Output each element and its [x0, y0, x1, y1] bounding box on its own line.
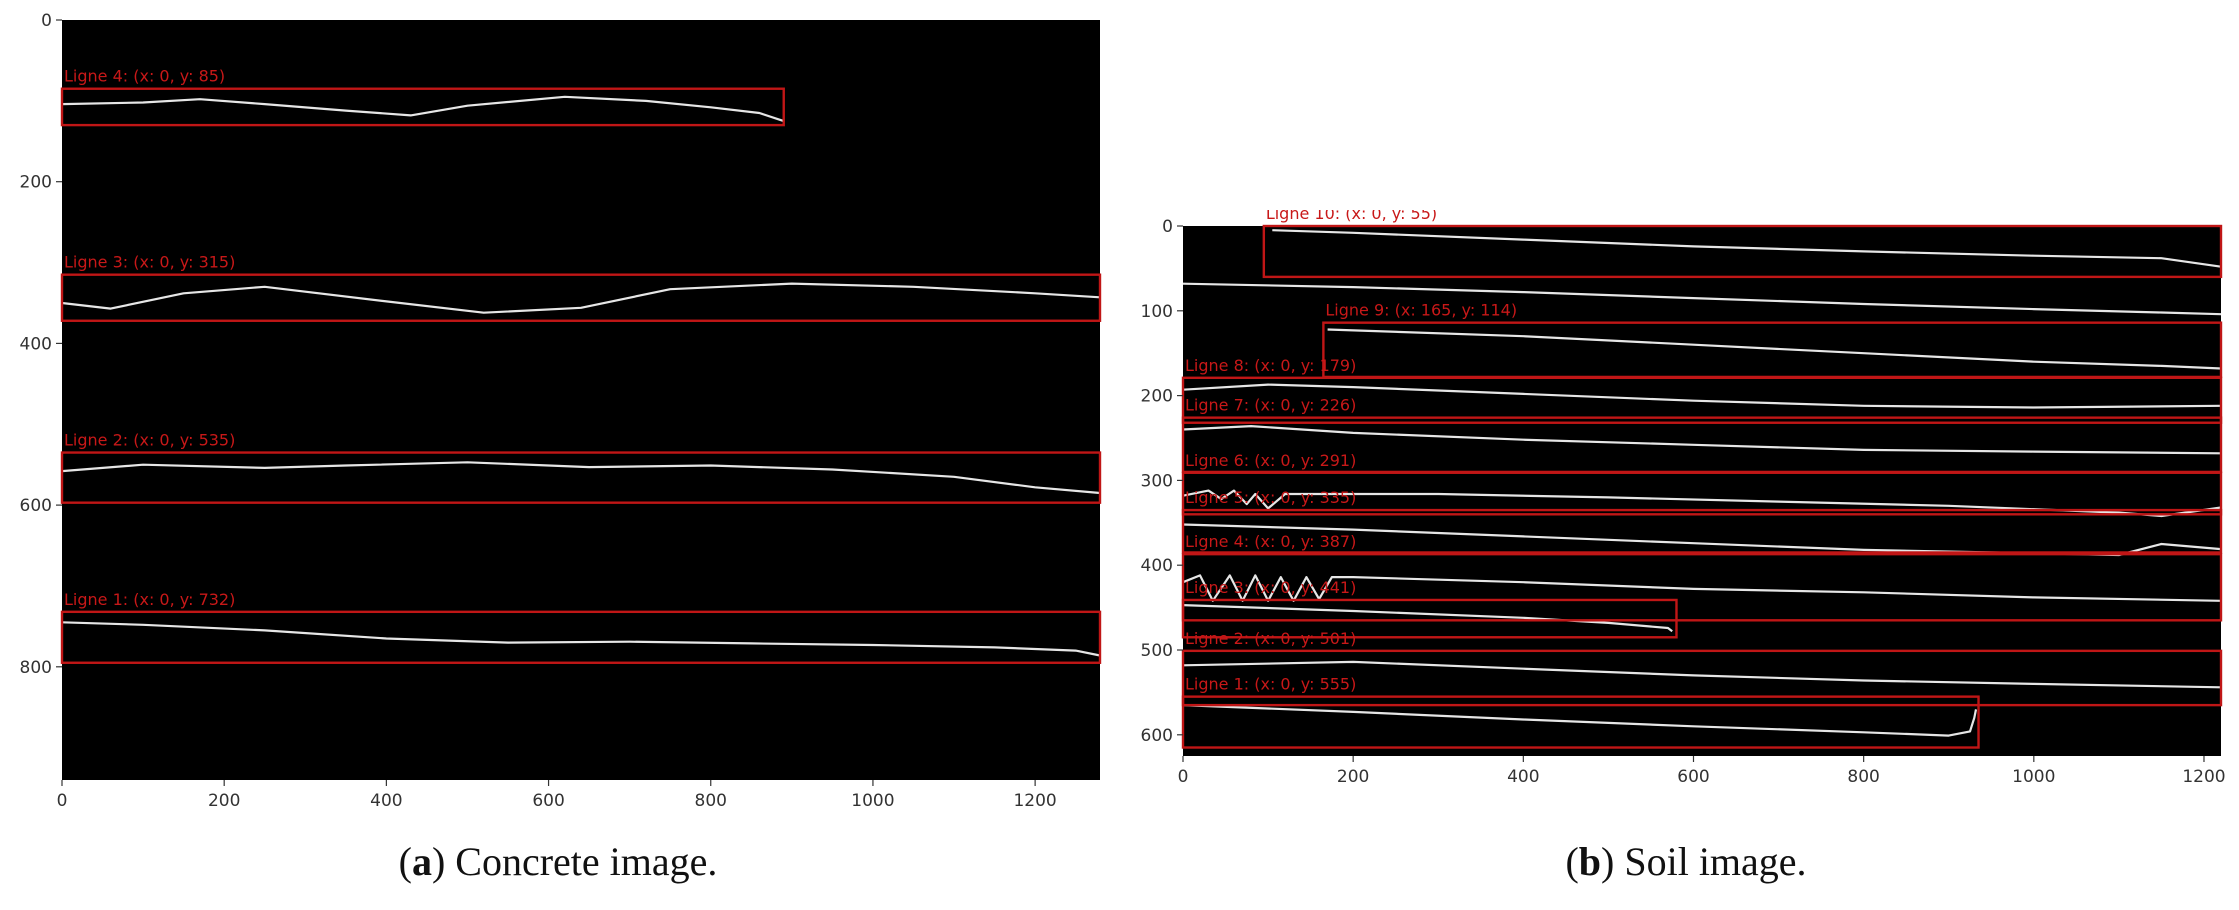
- y-tick-label: 600: [20, 496, 52, 516]
- y-tick-label: 400: [20, 334, 52, 354]
- x-tick-label: 1200: [2182, 767, 2225, 787]
- y-tick-label: 300: [1141, 471, 1173, 491]
- detection-box-8: [1181, 598, 1678, 639]
- detection-label-2: Ligne 9: (x: 165, y: 114): [1325, 301, 1517, 320]
- caption-concrete: (a) Concrete image.: [398, 839, 718, 884]
- x-tick-label: 600: [1677, 767, 1709, 787]
- y-tick-label: 600: [1141, 726, 1173, 746]
- crack-curve-11: [1182, 704, 1978, 737]
- detection-label-1: Ligne 4: (x: 0, y: 85): [64, 67, 225, 86]
- y-tick-label: 500: [1141, 641, 1173, 661]
- x-tick-label: 0: [1178, 767, 1189, 787]
- detection-label-2: Ligne 3: (x: 0, y: 315): [64, 253, 235, 272]
- x-tick-label: 200: [208, 791, 240, 810]
- detection-label-5: Ligne 6: (x: 0, y: 291): [1185, 451, 1356, 470]
- y-tick-label: 200: [1141, 387, 1173, 407]
- crack-curve-7: [1182, 523, 2222, 557]
- x-tick-label: 1000: [851, 791, 894, 810]
- soil-chart: Ligne 10: (x: 0, y: 55) Ligne 9: (x: 165,…: [1141, 210, 2226, 787]
- x-tick-label: 400: [1507, 767, 1539, 787]
- detection-box-6: [1181, 508, 2223, 554]
- detection-label-8: Ligne 3: (x: 0, y: 441): [1185, 578, 1356, 597]
- y-tick-label: 0: [41, 11, 52, 31]
- detection-box-2: [60, 273, 1102, 322]
- plot-area: [1183, 226, 2221, 756]
- x-tick-label: 0: [57, 791, 68, 810]
- detection-label-10: Ligne 1: (x: 0, y: 555): [1185, 675, 1356, 694]
- concrete-chart: Ligne 4: (x: 0, y: 85) Ligne 3: (x: 0, y:…: [20, 11, 1102, 810]
- caption-soil: (b) Soil image.: [1565, 839, 1807, 884]
- crack-curve-10: [1182, 660, 2222, 689]
- detection-box-3: [60, 451, 1102, 504]
- crack-curve-2: [1182, 282, 2222, 316]
- detection-box-1: [1262, 224, 2223, 279]
- detection-label-6: Ligne 5: (x: 0, y: 335): [1185, 488, 1356, 507]
- detection-label-4: Ligne 7: (x: 0, y: 226): [1185, 396, 1356, 415]
- detection-box-9: [1181, 649, 2223, 707]
- x-tick-label: 200: [1337, 767, 1369, 787]
- detection-box-4: [60, 610, 1102, 664]
- detection-box-10: [1181, 695, 1980, 749]
- detection-label-1: Ligne 10: (x: 0, y: 55): [1266, 210, 1437, 223]
- y-tick-label: 800: [20, 658, 52, 678]
- crack-curve-1: [61, 95, 785, 123]
- detection-label-4: Ligne 1: (x: 0, y: 732): [64, 590, 235, 609]
- detection-box-5: [1181, 471, 2223, 516]
- crack-curve-3: [61, 461, 1101, 495]
- plot-area: [62, 20, 1100, 780]
- detection-box-7: [1181, 552, 2223, 622]
- y-tick-label: 400: [1141, 556, 1173, 576]
- detection-label-9: Ligne 2: (x: 0, y: 501): [1185, 629, 1356, 648]
- y-tick-label: 200: [20, 173, 52, 193]
- x-tick-label: 1200: [1013, 791, 1056, 810]
- crack-curve-4: [61, 621, 1101, 657]
- detection-label-7: Ligne 4: (x: 0, y: 387): [1185, 532, 1356, 551]
- detection-label-3: Ligne 8: (x: 0, y: 179): [1185, 356, 1356, 375]
- y-tick-label: 100: [1141, 302, 1173, 322]
- detection-label-3: Ligne 2: (x: 0, y: 535): [64, 431, 235, 450]
- x-tick-label: 600: [532, 791, 564, 810]
- x-tick-label: 800: [695, 791, 727, 810]
- crack-curve-1: [1272, 229, 2222, 268]
- crack-curve-2: [61, 282, 1101, 314]
- y-tick-label: 0: [1162, 217, 1173, 237]
- x-tick-label: 800: [1847, 767, 1879, 787]
- crack-curve-3: [1327, 328, 2222, 370]
- crack-curve-8: [1182, 574, 2222, 602]
- x-tick-label: 400: [370, 791, 402, 810]
- detection-box-3: [1181, 376, 2223, 424]
- detection-box-1: [60, 87, 785, 127]
- x-tick-label: 1000: [2012, 767, 2055, 787]
- crack-curve-4: [1182, 383, 2222, 409]
- crack-curve-5: [1182, 425, 2222, 455]
